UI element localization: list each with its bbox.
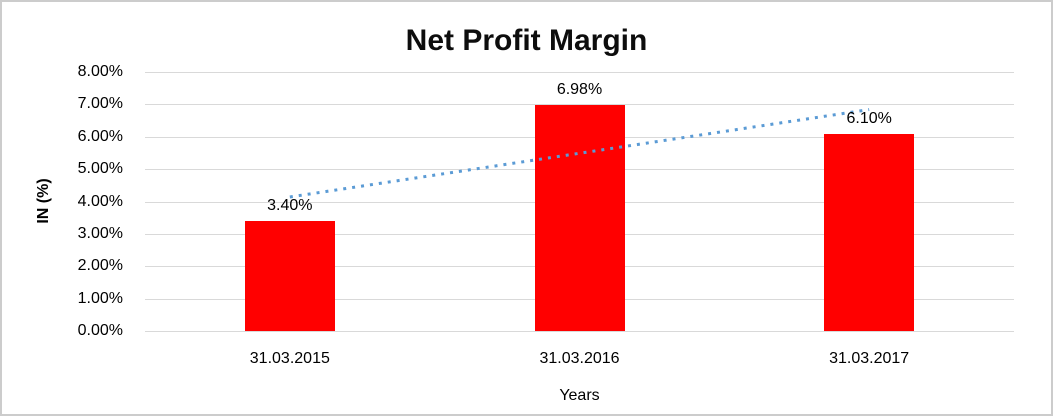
y-tick-label: 5.00% [77, 160, 123, 178]
gridline [145, 72, 1014, 73]
y-tick-label: 2.00% [77, 257, 123, 275]
data-label: 6.10% [846, 109, 892, 127]
y-tick-label: 1.00% [77, 289, 123, 307]
y-tick-label: 7.00% [77, 95, 123, 113]
x-axis-title: Years [559, 387, 600, 404]
x-tick-label: 31.03.2016 [539, 350, 620, 367]
data-label: 6.98% [556, 81, 603, 99]
gridline [145, 104, 1014, 106]
x-tick-label: 31.03.2015 [249, 350, 330, 367]
x-tick-label: 31.03.2017 [829, 350, 910, 367]
bar-31.03.2015 [244, 220, 335, 331]
y-tick-label: 4.00% [77, 192, 123, 210]
y-tick-label: 0.00% [77, 322, 123, 339]
chart-title: Net Profit Margin [405, 24, 648, 57]
bar-31.03.2016 [534, 105, 625, 331]
y-tick-label: 3.00% [77, 224, 123, 242]
gridline [145, 331, 1014, 332]
y-tick-label: 8.00% [77, 63, 123, 80]
data-label: 3.40% [267, 196, 313, 214]
y-tick-label: 6.00% [77, 127, 123, 145]
plot-area: 3.40% 6.98% 6.10% [145, 72, 1014, 332]
trendline [289, 108, 870, 199]
bar-31.03.2017 [824, 133, 915, 331]
